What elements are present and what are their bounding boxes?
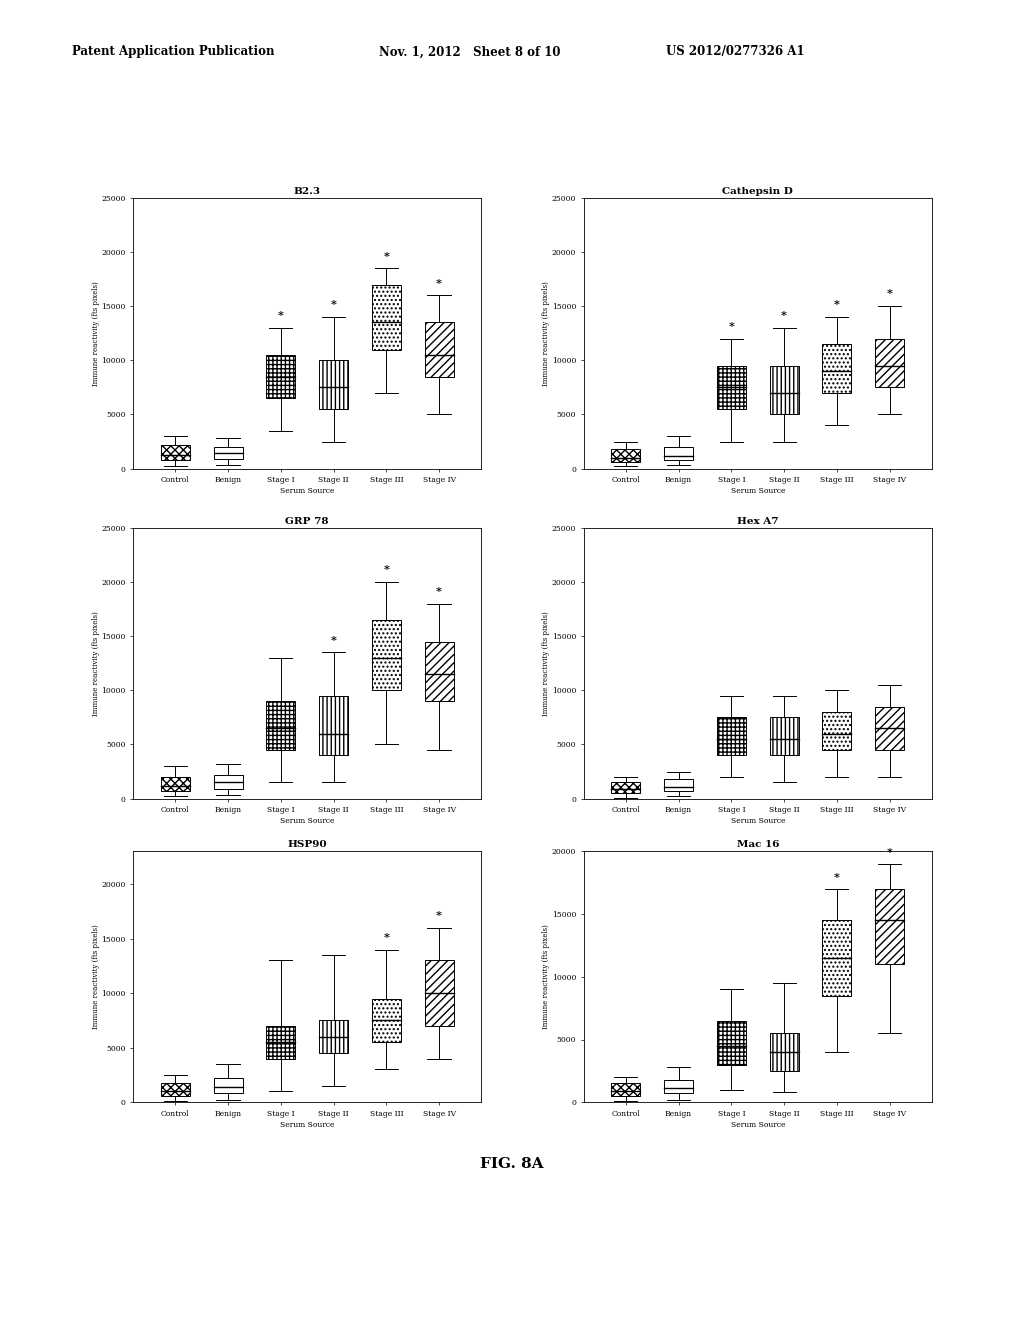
X-axis label: Serum Source: Serum Source xyxy=(730,1121,785,1129)
Bar xyxy=(717,718,745,755)
Bar xyxy=(822,711,851,750)
Title: Mac 16: Mac 16 xyxy=(736,841,779,849)
Bar xyxy=(372,620,400,690)
Text: *: * xyxy=(383,565,389,576)
Bar xyxy=(665,1080,693,1093)
Text: *: * xyxy=(728,321,734,331)
Y-axis label: Immune reactivity (fts pixels): Immune reactivity (fts pixels) xyxy=(92,281,99,385)
Text: *: * xyxy=(834,300,840,310)
X-axis label: Serum Source: Serum Source xyxy=(280,487,335,495)
Text: *: * xyxy=(887,289,893,300)
X-axis label: Serum Source: Serum Source xyxy=(730,487,785,495)
Y-axis label: Immune reactivity (fts pixels): Immune reactivity (fts pixels) xyxy=(92,611,99,715)
X-axis label: Serum Source: Serum Source xyxy=(280,1121,335,1129)
Text: *: * xyxy=(331,635,337,645)
Bar xyxy=(611,1084,640,1096)
Y-axis label: Immune reactivity (fts pixels): Immune reactivity (fts pixels) xyxy=(543,611,550,715)
Text: FIG. 8A: FIG. 8A xyxy=(480,1158,544,1171)
Bar xyxy=(266,355,295,399)
Bar xyxy=(611,783,640,793)
Bar xyxy=(161,1082,189,1096)
Bar xyxy=(770,718,799,755)
X-axis label: Serum Source: Serum Source xyxy=(730,817,785,825)
Text: *: * xyxy=(887,846,893,858)
Bar xyxy=(425,961,454,1026)
Bar xyxy=(665,447,693,459)
Text: *: * xyxy=(278,310,284,321)
Bar xyxy=(425,642,454,701)
Bar xyxy=(372,999,400,1043)
X-axis label: Serum Source: Serum Source xyxy=(280,817,335,825)
Bar xyxy=(876,339,904,388)
Text: *: * xyxy=(834,871,840,883)
Bar xyxy=(266,701,295,750)
Bar xyxy=(214,447,243,459)
Bar xyxy=(717,1020,745,1064)
Y-axis label: Immune reactivity (fts pixels): Immune reactivity (fts pixels) xyxy=(543,924,550,1030)
Bar xyxy=(319,1020,348,1053)
Y-axis label: Immune reactivity (fts pixels): Immune reactivity (fts pixels) xyxy=(92,924,99,1030)
Bar xyxy=(214,1078,243,1093)
Text: *: * xyxy=(436,911,442,921)
Text: *: * xyxy=(383,251,389,261)
Text: Patent Application Publication: Patent Application Publication xyxy=(72,45,274,58)
Title: GRP 78: GRP 78 xyxy=(286,517,329,525)
Bar xyxy=(876,890,904,964)
Bar xyxy=(717,366,745,409)
Title: HSP90: HSP90 xyxy=(288,841,327,849)
Text: US 2012/0277326 A1: US 2012/0277326 A1 xyxy=(666,45,804,58)
Bar xyxy=(161,445,189,459)
Bar xyxy=(665,779,693,791)
Bar xyxy=(266,1026,295,1059)
Bar xyxy=(611,449,640,462)
Text: Nov. 1, 2012   Sheet 8 of 10: Nov. 1, 2012 Sheet 8 of 10 xyxy=(379,45,560,58)
Bar xyxy=(319,360,348,409)
Y-axis label: Immune reactivity (fts pixels): Immune reactivity (fts pixels) xyxy=(543,281,550,385)
Text: *: * xyxy=(436,586,442,597)
Bar xyxy=(876,706,904,750)
Bar xyxy=(214,775,243,789)
Text: *: * xyxy=(781,310,787,321)
Bar xyxy=(770,366,799,414)
Bar xyxy=(319,696,348,755)
Title: Hex A7: Hex A7 xyxy=(737,517,778,525)
Bar xyxy=(770,1034,799,1071)
Bar xyxy=(822,920,851,995)
Bar xyxy=(425,322,454,376)
Bar xyxy=(161,777,189,791)
Title: Cathepsin D: Cathepsin D xyxy=(722,187,794,195)
Text: *: * xyxy=(436,277,442,289)
Bar xyxy=(822,345,851,393)
Text: *: * xyxy=(331,300,337,310)
Bar xyxy=(372,285,400,350)
Text: *: * xyxy=(383,932,389,944)
Title: B2.3: B2.3 xyxy=(294,187,321,195)
